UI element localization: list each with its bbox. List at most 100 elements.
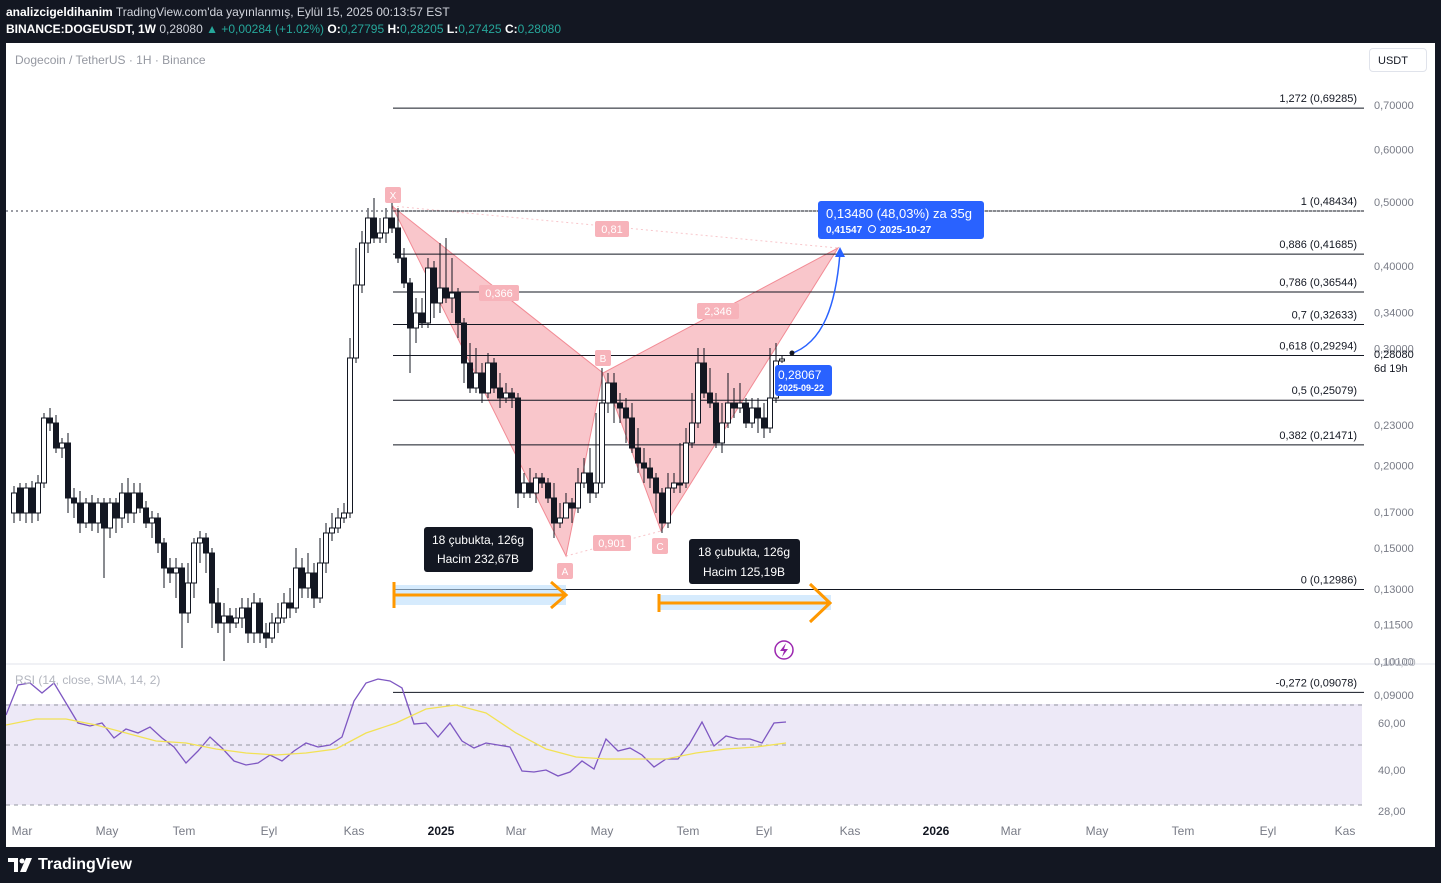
price-chart[interactable]: 1,272 (0,69285) 1 (0,48434) 0,886 (0,41685… bbox=[6, 43, 1435, 847]
currency-button[interactable]: USDT bbox=[1369, 48, 1427, 72]
candle-body bbox=[749, 407, 755, 424]
candle-body bbox=[407, 282, 413, 329]
candle-body bbox=[173, 567, 179, 574]
candle-body bbox=[107, 502, 113, 529]
candle-body bbox=[677, 482, 683, 486]
svg-text:2,346: 2,346 bbox=[704, 306, 732, 318]
time-tick: May bbox=[96, 824, 119, 838]
candle-body bbox=[497, 387, 503, 399]
candle-body bbox=[335, 517, 341, 529]
candle-body bbox=[689, 422, 695, 444]
svg-text:A: A bbox=[562, 567, 569, 578]
svg-text:2025-09-22: 2025-09-22 bbox=[778, 383, 824, 393]
candle-body bbox=[641, 462, 647, 469]
candle-body bbox=[353, 284, 359, 359]
candle-body bbox=[449, 292, 455, 299]
last-price-tag: 0,28080 6d 19h bbox=[1374, 349, 1414, 375]
candle-body bbox=[581, 472, 587, 484]
ratio-ab-label: 0,366 bbox=[479, 285, 519, 301]
fib-label-6: 0,5 (0,25079) bbox=[1292, 385, 1357, 397]
candle-body bbox=[191, 542, 197, 584]
time-tick: Mar bbox=[1001, 824, 1022, 838]
fib-label-2: 0,886 (0,41685) bbox=[1279, 239, 1357, 251]
candle-body bbox=[11, 492, 17, 514]
candle-body bbox=[419, 312, 425, 324]
candle-body bbox=[473, 372, 479, 389]
candle-body bbox=[59, 442, 65, 449]
projection-arrow bbox=[789, 252, 841, 355]
candle-body bbox=[125, 492, 131, 514]
time-tick: Tem bbox=[677, 824, 700, 838]
candle-body bbox=[89, 502, 95, 524]
rsi-axis[interactable]: 100,00 60,00 40,00 28,00 bbox=[1378, 657, 1416, 818]
point-x-label: X bbox=[385, 187, 401, 203]
candle-body bbox=[395, 227, 401, 259]
svg-text:18 çubukta, 126g: 18 çubukta, 126g bbox=[432, 533, 524, 547]
candle-body bbox=[311, 572, 317, 599]
candle-body bbox=[233, 617, 239, 624]
candle-body bbox=[161, 542, 167, 569]
candle-body bbox=[275, 617, 281, 624]
time-tick: Mar bbox=[12, 824, 33, 838]
time-tick: Eyl bbox=[261, 824, 278, 838]
price-axis[interactable]: 0,800000,700000,600000,500000,400000,340… bbox=[1374, 62, 1414, 702]
candle-body bbox=[83, 502, 89, 524]
candle-body bbox=[149, 517, 155, 524]
svg-text:100,00: 100,00 bbox=[1382, 657, 1416, 669]
candle-body bbox=[35, 482, 41, 514]
publish-line: analizcigeldihanim TradingView.com'da ya… bbox=[6, 5, 450, 19]
svg-text:60,00: 60,00 bbox=[1378, 718, 1406, 730]
svg-text:0,901: 0,901 bbox=[598, 538, 626, 550]
candle-body bbox=[485, 362, 491, 394]
candle-body bbox=[719, 422, 725, 444]
author-name[interactable]: analizcigeldihanim bbox=[6, 5, 113, 19]
candle-body bbox=[653, 477, 659, 494]
candle-body bbox=[221, 615, 227, 624]
publish-info: TradingView.com'da yayınlanmış, Eylül 15… bbox=[115, 5, 450, 19]
candle-body bbox=[665, 487, 671, 524]
candle-body bbox=[569, 502, 575, 509]
candle-body bbox=[23, 487, 29, 514]
fib-label-9: -0,272 (0,09078) bbox=[1276, 677, 1357, 689]
candle-body bbox=[437, 287, 443, 304]
candle-body bbox=[539, 477, 545, 484]
projection-box[interactable]: 0,13480 (48,03%) za 35g 0,41547 2025-10-… bbox=[818, 201, 984, 239]
price-tick: 0,11500 bbox=[1374, 619, 1413, 631]
svg-text:0,13480 (48,03%) za 35g: 0,13480 (48,03%) za 35g bbox=[826, 206, 972, 221]
fib-label-0: 1,272 (0,69285) bbox=[1279, 93, 1357, 105]
svg-text:0,41547: 0,41547 bbox=[826, 225, 863, 236]
candle-body bbox=[101, 502, 107, 529]
price-tick: 0,40000 bbox=[1374, 261, 1414, 273]
symbol-label[interactable]: BINANCE:DOGEUSDT, 1W bbox=[6, 22, 157, 36]
rsi-ma-line bbox=[6, 704, 787, 760]
candle-body bbox=[443, 287, 449, 299]
price-change: ▲ +0,00284 (+1.02%) bbox=[206, 22, 325, 36]
candle-body bbox=[647, 467, 653, 479]
candle-body bbox=[299, 567, 305, 589]
time-axis[interactable]: Mar May Tem Eyl Kas 2025 Mar May Tem Eyl Kas 2026 Ma… bbox=[12, 824, 1356, 838]
time-tick: 2026 bbox=[923, 824, 950, 838]
range-1-box[interactable]: 18 çubukta, 126g Hacim 232,67B bbox=[424, 527, 533, 572]
candle-body bbox=[137, 492, 143, 509]
candle-body bbox=[731, 402, 737, 409]
candle-body bbox=[545, 482, 551, 499]
range-2-box[interactable]: 18 çubukta, 126g Hacim 125,19B bbox=[689, 539, 800, 584]
chart-info-bar: analizcigeldihanim TradingView.com'da ya… bbox=[0, 0, 1441, 42]
tradingview-logo[interactable]: TradingView bbox=[8, 856, 132, 874]
candle-body bbox=[251, 602, 257, 634]
svg-text:Hacim 232,67B: Hacim 232,67B bbox=[437, 552, 519, 566]
candle-body bbox=[155, 517, 161, 544]
candle-body bbox=[245, 607, 251, 634]
time-tick: Tem bbox=[173, 824, 196, 838]
candle-body bbox=[65, 442, 71, 499]
candle-body bbox=[431, 267, 437, 304]
point-b-label: B bbox=[595, 350, 611, 366]
candle-body bbox=[239, 607, 245, 619]
candle-body bbox=[377, 232, 383, 239]
candle-body bbox=[317, 562, 323, 599]
candle-body bbox=[17, 487, 23, 514]
lightning-icon[interactable] bbox=[774, 640, 794, 660]
entry-box[interactable]: 0,28067 2025-09-22 bbox=[775, 365, 832, 396]
chart-pane[interactable]: 1,272 (0,69285) 1 (0,48434) 0,886 (0,41685… bbox=[6, 43, 1435, 847]
candle-body bbox=[743, 402, 749, 424]
